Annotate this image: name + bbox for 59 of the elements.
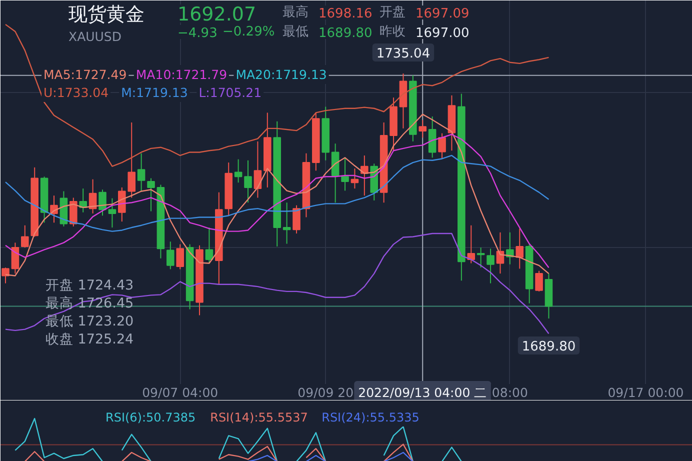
text: −4.93 bbox=[178, 26, 218, 41]
candlestick bbox=[486, 248, 494, 284]
annotation: 1689.80 bbox=[522, 340, 576, 354]
chart-title: 现货黄金 bbox=[68, 4, 144, 26]
candlestick bbox=[438, 132, 446, 160]
text: RSI(14):55.5537 bbox=[210, 410, 308, 424]
candlestick bbox=[476, 247, 485, 268]
candlestick bbox=[341, 157, 349, 192]
candlestick bbox=[2, 267, 10, 284]
candlestick bbox=[282, 202, 291, 244]
candlestick bbox=[467, 224, 476, 264]
text: 最高 bbox=[282, 4, 308, 20]
candlestick bbox=[506, 232, 514, 265]
text: RSI(24):55.5335 bbox=[322, 410, 420, 424]
candlestick bbox=[147, 178, 155, 212]
candlestick bbox=[292, 204, 300, 234]
candlestick bbox=[98, 189, 106, 216]
candlestick bbox=[244, 160, 252, 204]
x-tick-label: 09/07 04:00 bbox=[142, 385, 218, 400]
text: 1697.00 bbox=[416, 26, 470, 41]
candlestick bbox=[418, 120, 427, 138]
text: 最低 bbox=[282, 24, 308, 40]
candlestick bbox=[70, 197, 78, 227]
candlestick bbox=[11, 242, 20, 274]
text: 收盘 1725.24 bbox=[46, 332, 134, 348]
candlestick bbox=[176, 244, 184, 270]
candlestick bbox=[516, 228, 524, 270]
chart-subtitle: XAUUSD bbox=[68, 29, 122, 44]
candlestick bbox=[166, 241, 174, 270]
legend-label: MA20:1719.13 bbox=[236, 67, 327, 82]
text: 1692.07 bbox=[178, 4, 256, 26]
x-tick-label: 09/09 20 bbox=[298, 385, 354, 400]
candlestick bbox=[535, 270, 543, 292]
candlestick bbox=[428, 116, 436, 158]
x-tick-label: 09/17 00:00 bbox=[608, 385, 684, 400]
candlestick bbox=[205, 227, 214, 264]
annotation: 1735.04 bbox=[376, 46, 430, 62]
text: L:1705.21 bbox=[198, 85, 262, 100]
text: M:1719.13 bbox=[121, 85, 188, 100]
text: 开盘 bbox=[380, 5, 406, 20]
text: 1689.80 bbox=[318, 26, 372, 41]
text: 1698.16 bbox=[318, 6, 372, 22]
candlestick bbox=[350, 168, 359, 190]
text: 昨收 bbox=[380, 24, 406, 40]
x-tick-label: 2022/09/13 04:00 二 bbox=[358, 385, 488, 400]
candlestick bbox=[21, 224, 29, 248]
text: MA10:1721.79 bbox=[136, 67, 228, 82]
text: RSI(6):50.7385 bbox=[106, 410, 196, 424]
candlestick bbox=[137, 152, 146, 192]
series-label: U:1733.04 bbox=[44, 85, 109, 100]
text: 1697.09 bbox=[416, 6, 470, 22]
candlestick bbox=[234, 158, 242, 184]
annotation: 最低 1723.20 bbox=[46, 314, 134, 330]
text: MA5:1727.49 bbox=[44, 67, 127, 82]
candlestick bbox=[331, 143, 340, 204]
candlestick bbox=[108, 198, 116, 228]
text: −0.29% bbox=[222, 24, 275, 40]
annotation: 开盘 1724.43 bbox=[46, 278, 134, 294]
x-tick-label: 08:00 bbox=[492, 385, 528, 400]
